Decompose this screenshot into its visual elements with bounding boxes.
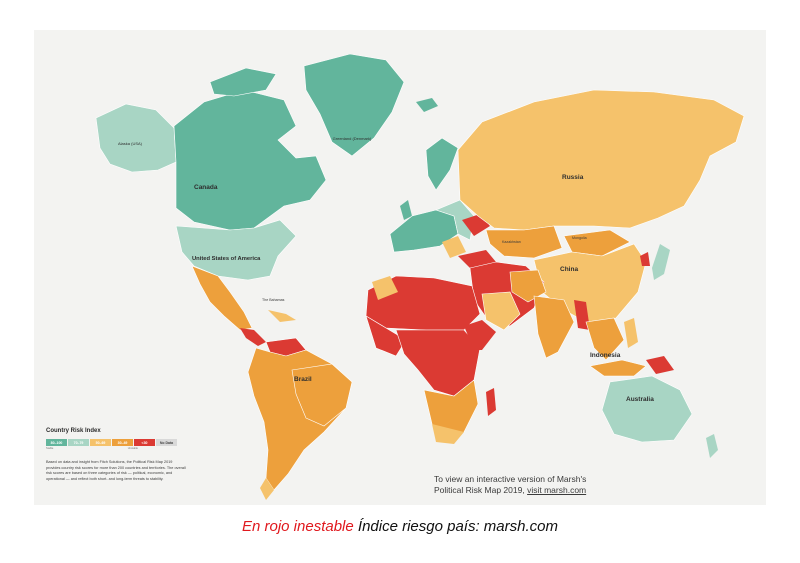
region-saudi <box>481 291 521 331</box>
region-india <box>533 295 575 359</box>
region-turkey <box>458 250 496 268</box>
label-bahamas: The Bahamas <box>262 298 285 302</box>
legend-swatch: 70–79 <box>68 439 89 446</box>
region-russia <box>457 89 745 231</box>
label-russia: Russia <box>562 174 584 181</box>
label-brazil: Brazil <box>294 376 312 383</box>
caption-black-text: Índice riesgo país: marsh.com <box>357 518 558 535</box>
region-usa <box>175 219 297 281</box>
region-central-america <box>240 328 266 346</box>
legend-ends: Stable Unstable <box>46 447 138 450</box>
region-alaska <box>95 103 177 173</box>
label-alaska: Alaska (USA) <box>118 141 143 146</box>
legend-description: Based on data and insight from Fitch Sol… <box>46 460 186 481</box>
region-kazakhstan <box>485 225 563 259</box>
world-map <box>95 53 745 500</box>
region-new-zealand <box>706 434 718 458</box>
region-south-africa <box>432 424 464 444</box>
legend-swatch: 30–49 <box>112 439 133 446</box>
label-usa: United States of America <box>192 256 261 262</box>
region-indonesia <box>589 359 647 377</box>
region-iceland <box>416 98 438 112</box>
region-balkans <box>442 236 466 258</box>
region-greenland <box>303 53 405 157</box>
caption: En rojo inestable Índice riesgo país: ma… <box>0 518 800 535</box>
legend-high-label: Unstable <box>127 447 138 450</box>
region-caribbean <box>268 310 296 322</box>
region-papua <box>646 356 674 374</box>
legend-low-label: Stable <box>46 447 54 450</box>
cta-line2: Political Risk Map 2019, visit marsh.com <box>434 485 586 496</box>
label-canada: Canada <box>194 184 218 191</box>
interactive-map-note: To view an interactive version of Marsh'… <box>434 474 586 496</box>
label-kazakhstan: Kazakhstan <box>502 240 521 244</box>
region-west-africa <box>365 315 407 357</box>
region-japan <box>652 244 670 280</box>
region-horn-africa <box>464 320 496 350</box>
legend-title: Country Risk Index <box>46 428 101 434</box>
label-greenland: Greenland (Denmark) <box>332 136 372 141</box>
region-australia <box>601 375 693 443</box>
legend-swatch: 80–100 <box>46 439 67 446</box>
region-philippines <box>624 318 638 348</box>
region-se-asia <box>585 317 625 361</box>
cta-line2-prefix: Political Risk Map 2019, <box>434 485 525 495</box>
region-north-korea <box>640 252 650 266</box>
legend-swatch: 50–69 <box>90 439 111 446</box>
label-mongolia: Mongolia <box>572 236 587 240</box>
region-mongolia <box>563 229 631 257</box>
marsh-link[interactable]: visit marsh.com <box>527 485 587 495</box>
label-indonesia: Indonesia <box>590 352 621 359</box>
region-arctic-islands <box>209 67 277 97</box>
cta-line1: To view an interactive version of Marsh'… <box>434 474 587 484</box>
legend: Country Risk Index 80–100 70–79 50–69 30–49… <box>46 428 206 482</box>
legend-swatches: 80–100 70–79 50–69 30–49 <30 No Data <box>46 439 206 446</box>
map-frame: Alaska (USA) Canada Greenland (Denmark) … <box>34 30 766 505</box>
region-canada <box>173 89 327 231</box>
caption-red-text: En rojo inestable <box>241 518 354 535</box>
region-chile-south <box>260 478 274 500</box>
label-china: China <box>560 266 579 273</box>
region-brazil-east <box>291 363 353 427</box>
legend-swatch: <30 <box>134 439 155 446</box>
label-australia: Australia <box>626 396 654 403</box>
region-scandinavia <box>425 137 459 191</box>
region-madagascar <box>486 388 496 416</box>
region-uk <box>400 200 412 220</box>
legend-swatch: No Data <box>156 439 177 446</box>
region-morocco <box>372 276 398 300</box>
